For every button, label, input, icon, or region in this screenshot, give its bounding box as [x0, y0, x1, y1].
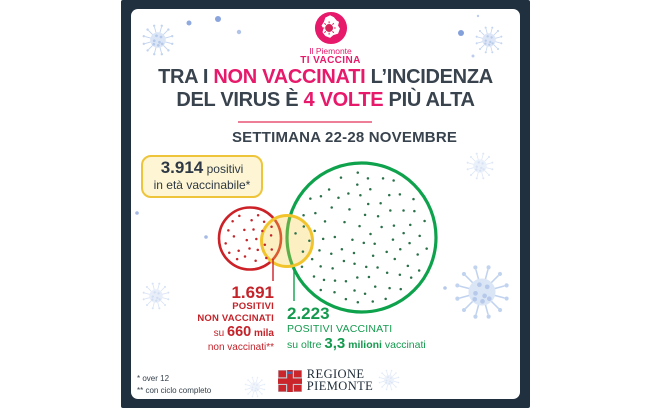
callout-value: 3.914 — [160, 158, 204, 177]
headline-highlight: 4 VOLTE — [303, 89, 384, 111]
unvaccinated-population: su 660 mila — [213, 324, 274, 340]
unvaccinated-population-2: non vaccinati** — [207, 342, 274, 353]
regione-piemonte-wordmark: REGIONE PIEMONTE — [306, 367, 374, 393]
decoration-dot — [204, 235, 208, 239]
piemonte-vaccine-logo-icon — [314, 11, 347, 45]
decoration-dot — [476, 14, 480, 18]
piemonte-shield-icon — [277, 369, 302, 392]
logo-name: Il Piemonte — [309, 46, 352, 56]
callout-unit: positivi — [203, 162, 244, 176]
callout-line2: in età vaccinabile* — [153, 178, 251, 192]
vaccinated-stats: 2.223 POSITIVI VACCINATI su oltre 3,3 mi… — [287, 305, 426, 353]
decoration-dot — [443, 286, 447, 290]
infographic-card: Il Piemonte TI VACCINA TRA I NON VACCINA… — [131, 9, 520, 399]
vaccinated-label: POSITIVI VACCINATI — [287, 323, 393, 335]
virus-icon — [244, 376, 266, 398]
callout-line1: 3.914 positivi — [143, 158, 261, 177]
virus-icon — [142, 24, 174, 56]
background-decorations — [135, 14, 509, 398]
decoration-dot — [458, 30, 464, 36]
decoration-dot — [135, 211, 139, 215]
unvaccinated-stats: 1.691 POSITIVI NON VACCINATI su 660 mila… — [197, 284, 274, 353]
decoration-dot — [471, 54, 475, 58]
headline-seg: PIÙ ALTA — [383, 89, 475, 111]
virus-icon — [466, 152, 494, 180]
vaccinated-population: su oltre 3,3 milioni vaccinati — [287, 335, 426, 352]
headline: TRA I NON VACCINATI L’INCIDENZA DEL VIRU… — [131, 66, 520, 112]
logo-tagline: TI VACCINA — [300, 55, 361, 66]
unvaccinated-label-1: POSITIVI — [232, 301, 274, 312]
vaccinated-circle-dots — [294, 171, 428, 304]
virus-icon — [378, 369, 400, 391]
week-subtitle: SETTIMANA 22-28 NOVEMBRE — [231, 129, 458, 146]
footnote-2: ** con ciclo completo — [137, 386, 212, 395]
decoration-dot — [236, 29, 242, 35]
vaccinated-circle — [285, 161, 438, 314]
unvaccinated-circle-dots — [224, 214, 273, 263]
footnote-1: * over 12 — [137, 374, 170, 383]
virus-icon — [142, 282, 170, 310]
decoration-dot — [215, 16, 221, 22]
infographic-poster: Il Piemonte TI VACCINA TRA I NON VACCINA… — [121, 0, 530, 408]
virus-icon — [455, 265, 509, 319]
virus-icon — [475, 26, 503, 54]
unvaccinated-value: 1.691 — [231, 283, 274, 302]
positives-callout: 3.914 positivi in età vaccinabile* — [141, 155, 263, 198]
headline-highlight: NON VACCINATI — [213, 66, 366, 88]
vaccinated-value: 2.223 — [287, 304, 330, 323]
venn-diagram — [135, 14, 509, 398]
positives-circle — [260, 214, 314, 268]
headline-seg: L’INCIDENZA — [365, 66, 494, 88]
footnotes: * over 12 ** con ciclo completo — [137, 373, 211, 397]
virus-glyph — [322, 21, 336, 35]
regione-piemonte-logo: REGIONE PIEMONTE — [131, 367, 520, 393]
unvaccinated-circle — [217, 206, 283, 271]
title-divider — [238, 121, 372, 123]
headline-seg: DEL VIRUS È — [176, 89, 304, 111]
unvaccinated-label-2: NON VACCINATI — [197, 312, 274, 324]
decoration-dot — [186, 20, 192, 26]
headline-seg: TRA I — [158, 66, 214, 88]
campaign-logo: Il Piemonte TI VACCINA — [141, 11, 520, 66]
